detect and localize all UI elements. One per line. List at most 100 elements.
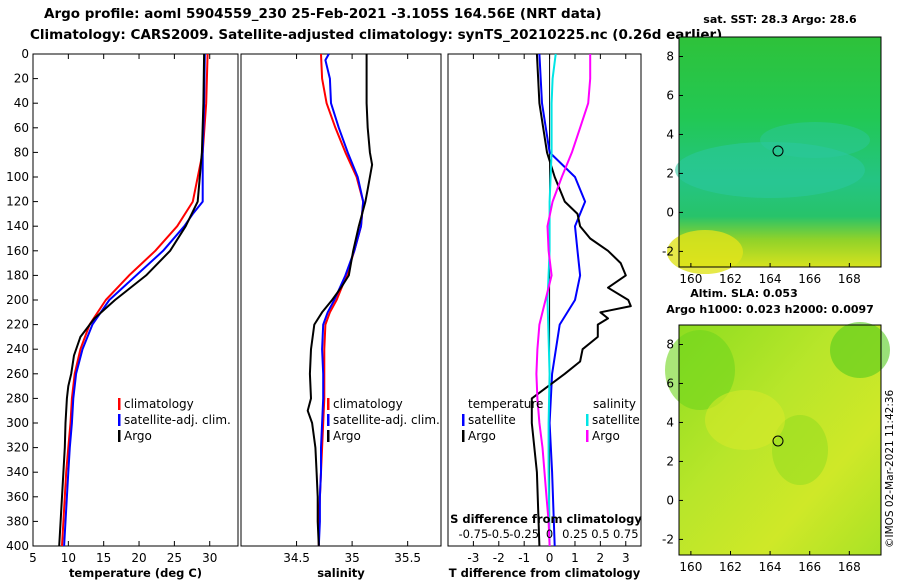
y-tick-label: 220 <box>6 318 29 332</box>
top-tick-label: 0.5 <box>591 527 609 541</box>
sst-map <box>667 36 882 274</box>
y-tick-label: 160 <box>6 244 29 258</box>
x-tick-label: 10 <box>61 551 76 565</box>
sla-high-patch <box>665 330 735 410</box>
x-axis-label: temperature (deg C) <box>69 566 202 580</box>
y-tick-label: 260 <box>6 367 29 381</box>
legend-label: satellite <box>468 413 516 427</box>
map-y-tick-label: 2 <box>666 166 674 180</box>
y-tick-label: 140 <box>6 219 29 233</box>
legend-label: Argo <box>333 429 361 443</box>
map-y-tick-label: 8 <box>666 49 674 63</box>
series-line-argo <box>306 54 374 547</box>
y-tick-label: 240 <box>6 342 29 356</box>
y-tick-label: 380 <box>6 514 29 528</box>
y-tick-label: 0 <box>21 47 29 61</box>
argo-float-marker <box>772 435 784 447</box>
map-x-tick-label: 160 <box>679 560 702 574</box>
legend-swatch <box>118 430 121 442</box>
x-tick-label: 5 <box>29 551 37 565</box>
map-y-tick-label: 6 <box>666 88 674 102</box>
map-y-tick-label: 2 <box>666 454 674 468</box>
series-line-t-satellite <box>538 53 587 547</box>
y-tick-label: 360 <box>6 490 29 504</box>
legend-swatch <box>586 414 589 426</box>
legend-title-salinity: salinity <box>593 397 636 411</box>
map-x-tick-label: 164 <box>759 560 782 574</box>
legend-swatch <box>118 398 121 410</box>
legend-label: climatology <box>333 397 403 411</box>
series-line-climatology <box>317 53 365 546</box>
top-tick-label: -0.75 <box>459 527 489 541</box>
top-tick-label: 0.25 <box>562 527 588 541</box>
x-tick-label: -3 <box>467 551 479 565</box>
y-tick-label: 400 <box>6 539 29 553</box>
sla-map-subtitle: Argo h1000: 0.023 h2000: 0.0097 <box>666 303 874 316</box>
plot-frame <box>240 53 442 547</box>
top-tick-label: -0.5 <box>488 527 510 541</box>
map-y-tick-label: 0 <box>666 205 674 219</box>
legend-label: Argo <box>592 429 620 443</box>
x-tick-label: -1 <box>518 551 530 565</box>
y-tick-label: 60 <box>14 121 29 135</box>
legend-swatch <box>327 430 330 442</box>
y-tick-label: 80 <box>14 145 29 159</box>
sst-warm-patch <box>667 230 743 274</box>
top-tick-label: 0 <box>546 527 553 541</box>
y-tick-label: 340 <box>6 465 29 479</box>
sla-low-patch <box>705 390 785 450</box>
series-line-satellite-adj-clim- <box>317 53 365 547</box>
map-x-tick-label: 162 <box>719 272 742 286</box>
series-line-climatology <box>61 53 209 547</box>
plot-frame <box>447 53 642 547</box>
top-tick-label: 0.75 <box>613 527 639 541</box>
y-tick-label: 20 <box>14 72 29 86</box>
sla-map-title: Altim. SLA: 0.053 <box>690 287 797 300</box>
sla-high-patch <box>772 415 828 485</box>
argo-float-marker <box>772 145 784 157</box>
imos-credit: ©IMOS 02-Mar-2021 11:42:36 <box>884 389 896 548</box>
series-line-s-argo <box>535 54 592 547</box>
sst-map-frame <box>678 36 882 268</box>
y-tick-label: 200 <box>6 293 29 307</box>
map-x-tick-label: 166 <box>798 272 821 286</box>
sst-cool-patch <box>760 122 870 158</box>
sst-map-title: sat. SST: 28.3 Argo: 28.6 <box>703 13 857 26</box>
legend-swatch <box>327 414 330 426</box>
legend-swatch <box>462 430 465 442</box>
legend-swatch <box>586 430 589 442</box>
map-x-tick-label: 164 <box>759 272 782 286</box>
y-tick-label: 320 <box>6 441 29 455</box>
legend-label: Argo <box>468 429 496 443</box>
legend-label: satellite-adj. clim. <box>124 413 231 427</box>
legend-label: Argo <box>124 429 152 443</box>
map-y-tick-label: 0 <box>666 493 674 507</box>
y-tick-label: 280 <box>6 391 29 405</box>
y-tick-label: 180 <box>6 268 29 282</box>
legend-title-temperature: temperature <box>468 397 543 411</box>
x-tick-label: 35.5 <box>394 551 421 565</box>
y-tick-label: 40 <box>14 96 29 110</box>
map-y-tick-label: -2 <box>662 532 674 546</box>
top-axis-label: S difference from climatology <box>450 512 642 526</box>
temperature-panel: 5 10 15 20 25 3002040608010012014016018020022… <box>6 47 239 580</box>
x-tick-label: 3 <box>622 551 630 565</box>
series-line-s-satellite <box>546 53 557 547</box>
x-axis-label: salinity <box>317 566 365 580</box>
top-tick-label: -0.25 <box>509 527 539 541</box>
difference-panel: -3 -2 -1 0 1 2 3T difference from climatology S… <box>447 53 642 580</box>
y-tick-label: 120 <box>6 195 29 209</box>
map-y-tick-label: 4 <box>666 127 674 141</box>
map-x-tick-label: 166 <box>798 560 821 574</box>
figure-title-line-1: Argo profile: aoml 5904559_230 25-Feb-20… <box>44 6 602 22</box>
series-line-satellite-adj-clim- <box>63 53 206 547</box>
x-tick-label: 2 <box>597 551 605 565</box>
legend-swatch <box>462 414 465 426</box>
map-x-tick-label: 162 <box>719 560 742 574</box>
series-line-argo <box>58 53 206 547</box>
figure-title-line-2: Climatology: CARS2009. Satellite-adjuste… <box>30 27 722 43</box>
map-x-tick-label: 168 <box>838 272 861 286</box>
y-tick-label: 100 <box>6 170 29 184</box>
y-tick-label: 300 <box>6 416 29 430</box>
